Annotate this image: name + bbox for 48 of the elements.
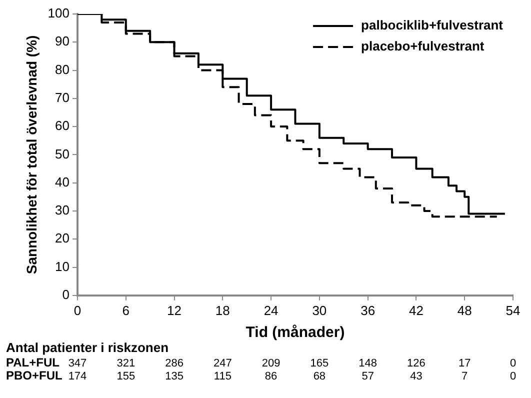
text: 0 — [510, 357, 516, 370]
text: 43 — [410, 370, 422, 382]
text: 86 — [264, 370, 278, 382]
text: 7 — [462, 370, 468, 382]
y-tick-label: 50 — [55, 146, 70, 162]
text: 155 — [116, 370, 136, 382]
y-tick-label: 0 — [62, 286, 70, 302]
y-tick-label: 70 — [55, 90, 70, 105]
x-tick-label: 54 — [506, 302, 520, 318]
text: 0 — [510, 370, 516, 382]
text: 17 — [458, 357, 471, 370]
x-tick-label: 42 — [408, 302, 424, 318]
y-tick-label: 10 — [55, 258, 70, 274]
y-tick-label: 30 — [55, 202, 70, 218]
y-axis-title: Sannolikhet för total överlevnad (%) — [23, 35, 40, 274]
text: 286 — [165, 357, 184, 370]
y-tick-label: 80 — [55, 62, 70, 77]
text: PAL+FUL — [6, 356, 60, 370]
legend-label: palbociklib+fulvestrant — [361, 18, 504, 33]
y-tick-label: 100 — [48, 6, 70, 21]
y-tick-label: 40 — [55, 174, 70, 190]
x-tick-label: 6 — [122, 302, 130, 318]
text: 321 — [116, 357, 136, 370]
x-tick-label: 30 — [312, 302, 327, 318]
text: 68 — [313, 370, 326, 382]
x-tick-label: 36 — [360, 302, 376, 318]
legend-label: placebo+fulvestrant — [361, 38, 485, 54]
x-tick-label: 12 — [167, 302, 182, 318]
y-tick-label: 60 — [55, 118, 70, 134]
text: 165 — [310, 357, 329, 370]
text: 57 — [362, 370, 374, 382]
x-axis-title: Tid (månader) — [246, 324, 345, 342]
text: 135 — [165, 370, 184, 382]
text: 247 — [213, 357, 232, 370]
text: Antal patienter i riskzonen — [6, 340, 169, 355]
y-tick-label: 90 — [55, 34, 70, 49]
text: 209 — [262, 357, 280, 370]
text: 148 — [358, 357, 378, 370]
x-tick-label: 0 — [74, 302, 82, 318]
text: PBO+FUL — [6, 368, 62, 383]
text: 347 — [68, 357, 87, 370]
text: 126 — [407, 357, 426, 370]
x-tick-label: 24 — [264, 302, 278, 318]
text: 115 — [214, 370, 232, 382]
text: 174 — [68, 370, 87, 382]
x-tick-label: 48 — [457, 302, 472, 318]
x-tick-label: 18 — [215, 302, 230, 318]
y-tick-label: 20 — [55, 230, 70, 246]
